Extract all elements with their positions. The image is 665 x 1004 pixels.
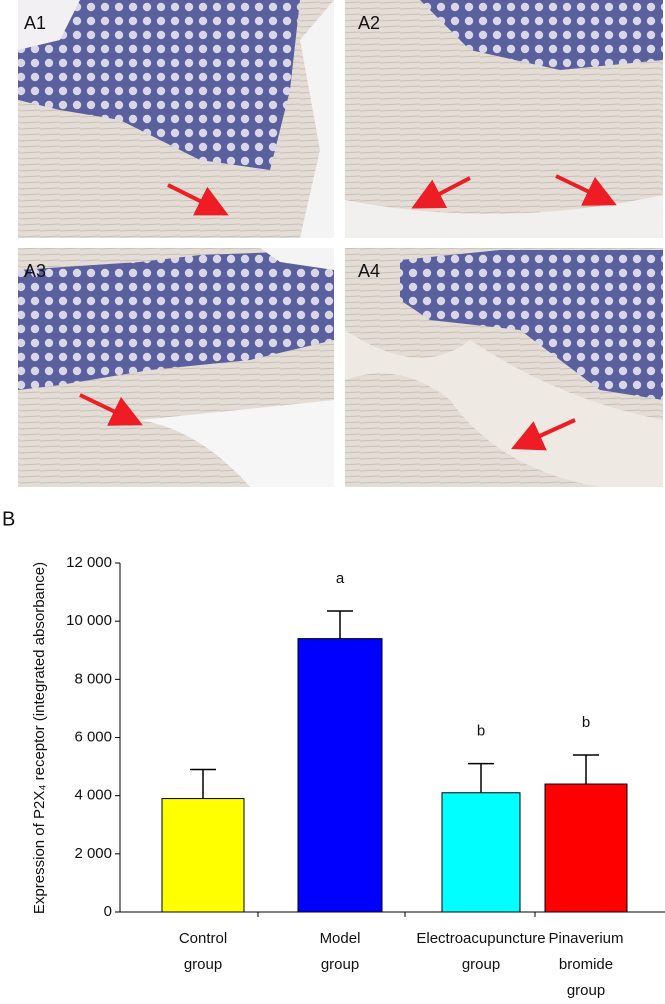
x-tick-label: Pinaverium [548, 930, 623, 947]
x-tick-label: group [567, 982, 605, 999]
bar [441, 792, 521, 913]
micrograph-a2 [345, 0, 663, 238]
micrograph-a4 [345, 248, 663, 487]
panel-label: A1 [24, 13, 46, 33]
y-tick-label: 2 000 [74, 845, 112, 862]
panel-label: A3 [24, 261, 46, 281]
x-tick-label: Model [320, 930, 361, 947]
bar [161, 798, 245, 913]
x-tick-label: Electroacupuncture [416, 930, 545, 947]
x-tick-label: group [462, 956, 500, 973]
x-tick-label: group [321, 956, 359, 973]
error-bar [573, 754, 599, 785]
significance-label: a [336, 570, 345, 587]
y-tick-label: 6 000 [74, 728, 112, 745]
y-tick-label: 0 [104, 903, 112, 920]
micrograph-a3 [18, 248, 334, 487]
x-tick-label: bromide [559, 956, 613, 973]
error-bar [190, 768, 216, 799]
y-tick-label: 10 000 [66, 612, 112, 629]
error-bar [468, 762, 494, 793]
y-tick-label: 8 000 [74, 670, 112, 687]
y-axis-label: Expression of P2X₄ receptor (integrated … [31, 562, 48, 914]
bar [297, 638, 383, 913]
error-bar [327, 610, 353, 639]
bar [544, 783, 628, 913]
x-tick-label: group [184, 956, 222, 973]
significance-label: b [582, 714, 590, 731]
chart-label: B [2, 508, 15, 530]
x-tick-label: Control [179, 930, 227, 947]
significance-label: b [477, 723, 485, 740]
y-tick-label: 12 000 [66, 554, 112, 571]
panel-label: A4 [358, 261, 380, 281]
panel-label: A2 [358, 13, 380, 33]
y-tick-label: 4 000 [74, 787, 112, 804]
micrograph-a1 [18, 0, 334, 238]
